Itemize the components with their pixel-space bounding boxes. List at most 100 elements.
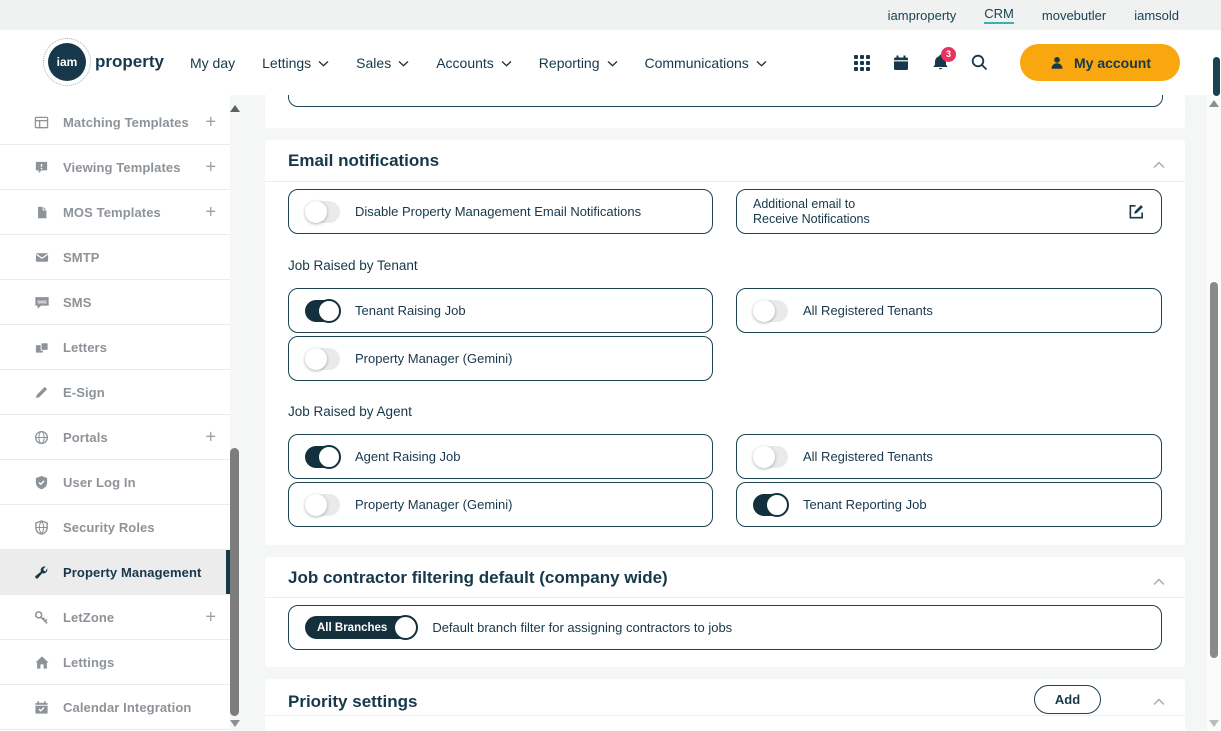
letters-icon [33, 339, 50, 356]
agent-property-manager-gemini-toggle[interactable] [305, 494, 340, 516]
edit-icon[interactable] [1128, 203, 1145, 225]
sidebar-item-label: User Log In [63, 475, 136, 490]
tenant-raising-job-card: Tenant Raising Job [288, 288, 713, 333]
chevron-down-icon [398, 60, 409, 67]
collapse-chevron-up-icon[interactable] [1153, 156, 1165, 174]
property-manager-gemini-toggle[interactable] [305, 348, 340, 370]
matching-templates-icon [33, 114, 50, 131]
sidebar-item-label: MOS Templates [63, 205, 161, 220]
sidebar-item-property-management[interactable]: Property Management [0, 550, 230, 595]
sidebar-scrollbar[interactable] [229, 95, 242, 731]
tenant-raising-job-toggle[interactable] [305, 300, 340, 322]
expand-plus-icon[interactable]: + [205, 157, 216, 178]
brand-link-movebutler[interactable]: movebutler [1042, 8, 1106, 23]
sidebar-item-matching-templates[interactable]: Matching Templates + [0, 100, 230, 145]
nav-lettings[interactable]: Lettings [262, 55, 329, 71]
sidebar-item-label: Portals [63, 430, 108, 445]
all-branches-toggle[interactable]: All Branches [305, 616, 417, 639]
sidebar-item-sms[interactable]: SMSSMS [0, 280, 230, 325]
logo-wordmark: property [95, 52, 164, 72]
sidebar-item-label: Lettings [63, 655, 114, 670]
sidebar-scroll-down-icon[interactable] [230, 720, 240, 727]
brand-links: iamproperty CRM movebutler iamsold [888, 0, 1179, 30]
sidebar-item-letters[interactable]: Letters [0, 325, 230, 370]
sidebar-item-letzone[interactable]: LetZone+ [0, 595, 230, 640]
expand-plus-icon[interactable]: + [205, 202, 216, 223]
priority-settings-title: Priority settings [288, 692, 417, 712]
sidebar-item-label: Matching Templates [63, 115, 189, 130]
additional-email-label: Additional email to Receive Notification… [753, 197, 870, 227]
page-scrollbar[interactable] [1207, 95, 1221, 731]
expand-plus-icon[interactable]: + [205, 607, 216, 628]
sidebar-item-user-log-in[interactable]: User Log In [0, 460, 230, 505]
expand-plus-icon[interactable]: + [205, 427, 216, 448]
tenant-reporting-job-card: Tenant Reporting Job [736, 482, 1162, 527]
divider [265, 715, 1185, 716]
sidebar-scrollbar-thumb[interactable] [230, 448, 239, 716]
tenant-reporting-job-toggle[interactable] [753, 494, 788, 516]
notifications-bell-icon[interactable]: 3 [930, 53, 950, 73]
my-account-button[interactable]: My account [1020, 44, 1180, 81]
disable-email-notifications-card: Disable Property Management Email Notifi… [288, 189, 713, 234]
sidebar-item-security-roles[interactable]: Security Roles [0, 505, 230, 550]
priority-settings-card: Priority settings Add [265, 679, 1185, 731]
chevron-down-icon [607, 60, 618, 67]
collapse-chevron-up-icon[interactable] [1153, 693, 1165, 711]
add-priority-button[interactable]: Add [1034, 685, 1101, 714]
header-scroll-indicator [1213, 57, 1220, 96]
page-scrollbar-thumb[interactable] [1210, 282, 1218, 658]
nav-reporting[interactable]: Reporting [539, 55, 618, 71]
collapse-chevron-up-icon[interactable] [1153, 573, 1165, 591]
nav-my-day[interactable]: My day [190, 55, 235, 71]
sidebar-item-label: E-Sign [63, 385, 105, 400]
nav-communications[interactable]: Communications [645, 55, 767, 71]
brand-link-iamproperty[interactable]: iamproperty [888, 8, 957, 23]
iamproperty-logo[interactable]: iam property [48, 43, 164, 81]
agent-raising-job-toggle[interactable] [305, 446, 340, 468]
nav-accounts[interactable]: Accounts [436, 55, 512, 71]
settings-sidebar: Matching Templates+Viewing Templates+MOS… [0, 95, 230, 731]
email-notifications-title: Email notifications [288, 151, 439, 171]
sidebar-item-lettings[interactable]: Lettings [0, 640, 230, 685]
smtp-icon [33, 249, 50, 266]
all-registered-tenants-card: All Registered Tenants [736, 288, 1162, 333]
sidebar-item-label: Calendar Integration [63, 700, 191, 715]
sidebar-item-e-sign[interactable]: E-Sign [0, 370, 230, 415]
disable-email-notifications-toggle[interactable] [305, 201, 340, 223]
sidebar-item-label: Viewing Templates [63, 160, 181, 175]
chevron-down-icon [318, 60, 329, 67]
property-manager-gemini-card: Property Manager (Gemini) [288, 336, 713, 381]
job-raised-by-agent-label: Job Raised by Agent [288, 404, 412, 419]
sidebar-item-label: Security Roles [63, 520, 155, 535]
sidebar-item-smtp[interactable]: SMTP [0, 235, 230, 280]
viewing-templates-icon [33, 159, 50, 176]
page-scroll-up-icon[interactable] [1209, 100, 1219, 107]
page-scroll-down-icon[interactable] [1209, 720, 1219, 727]
contractor-filtering-card: Job contractor filtering default (compan… [265, 557, 1185, 667]
expand-plus-icon[interactable]: + [205, 112, 216, 133]
sidebar-item-calendar-integration[interactable]: Calendar Integration [0, 685, 230, 730]
agent-raising-job-card: Agent Raising Job [288, 434, 713, 479]
sidebar-item-label: SMTP [63, 250, 100, 265]
all-registered-tenants-toggle[interactable] [753, 300, 788, 322]
sidebar-item-mos-templates[interactable]: MOS Templates + [0, 190, 230, 235]
nav-sales[interactable]: Sales [356, 55, 409, 71]
contractor-filtering-title: Job contractor filtering default (compan… [288, 568, 668, 588]
brand-link-iamsold[interactable]: iamsold [1134, 8, 1179, 23]
additional-email-card: Additional email to Receive Notification… [736, 189, 1162, 234]
divider [265, 181, 1185, 182]
notification-count-badge: 3 [941, 47, 956, 62]
user-icon [1049, 55, 1065, 71]
brand-link-crm[interactable]: CRM [984, 6, 1014, 24]
esign-icon [33, 384, 50, 401]
partial-setting-box [288, 95, 1163, 107]
mos-templates-icon [33, 204, 50, 221]
agent-property-manager-gemini-card: Property Manager (Gemini) [288, 482, 713, 527]
sidebar-item-viewing-templates[interactable]: Viewing Templates + [0, 145, 230, 190]
calendar-icon[interactable] [891, 53, 911, 73]
apps-grid-icon[interactable] [852, 53, 872, 73]
sidebar-scroll-up-icon[interactable] [230, 105, 240, 112]
agent-all-registered-tenants-toggle[interactable] [753, 446, 788, 468]
search-icon[interactable] [969, 53, 989, 73]
sidebar-item-portals[interactable]: Portals + [0, 415, 230, 460]
